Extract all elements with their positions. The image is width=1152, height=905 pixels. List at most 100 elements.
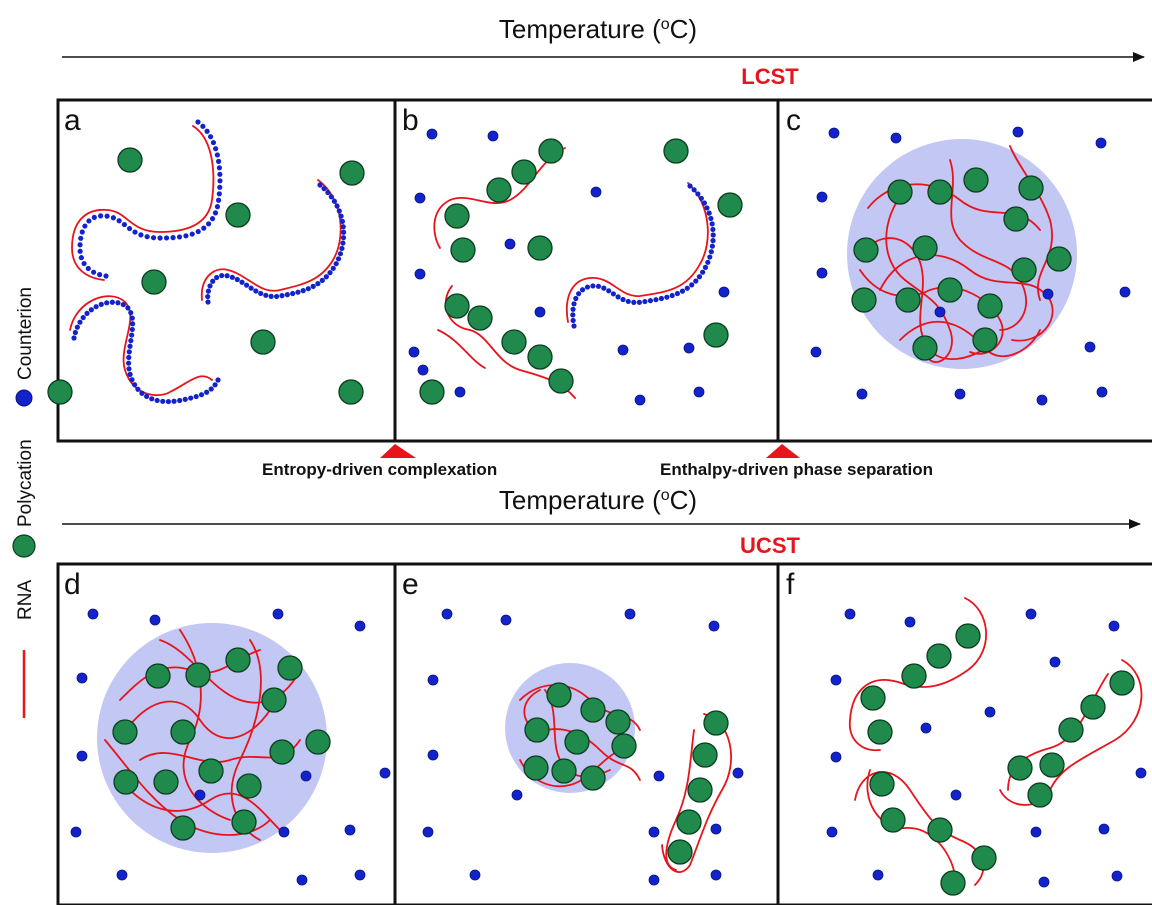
bound-counterion (704, 205, 710, 211)
polycation-bead (927, 817, 953, 843)
bound-counterion (268, 293, 274, 299)
bound-counterion (595, 283, 602, 289)
rna-strand (71, 125, 215, 281)
polycation-bead (450, 237, 476, 263)
bound-counterion (606, 288, 612, 294)
bound-counterion (710, 238, 716, 244)
polycation-bead (692, 742, 718, 768)
bound-counterion (248, 285, 254, 291)
counterion-dot (648, 874, 660, 886)
polycation-bead (444, 203, 470, 229)
counterion-dot (710, 869, 722, 881)
bound-counterion (244, 282, 250, 288)
rna-strand (869, 237, 991, 360)
rna-strand (200, 179, 342, 301)
polycation-bead (551, 758, 577, 784)
counterion-dot (617, 344, 629, 356)
counterion-dot (272, 608, 284, 620)
bound-counterion (215, 377, 221, 383)
polycation-bead (198, 758, 224, 784)
counterion-dot (934, 306, 946, 318)
polycation-bead (977, 293, 1003, 319)
polycation-bead (523, 755, 549, 781)
bound-counterion (710, 232, 716, 238)
counterion-dot (830, 674, 842, 686)
rna-strand (566, 182, 709, 323)
rna-strand (849, 597, 988, 752)
bound-counterion (339, 245, 345, 252)
polycation-bead (860, 685, 886, 711)
rna-strand (69, 295, 213, 397)
bound-counterion (263, 292, 269, 298)
counterion-dot (1084, 341, 1096, 353)
bound-counterion (234, 276, 240, 283)
bound-counterion (207, 283, 213, 289)
bound-counterion (327, 270, 333, 276)
bound-counterion (103, 273, 109, 279)
bound-counterion (674, 290, 681, 297)
polycation-bead (1003, 206, 1029, 232)
polycation-bead (717, 192, 743, 218)
bound-counterion (317, 182, 323, 188)
bound-counterion (126, 366, 132, 372)
bound-counterion (77, 248, 83, 254)
bound-counterion (571, 323, 577, 329)
polycation-bead (887, 179, 913, 205)
panel-c-frame (776, 98, 1152, 443)
rna-strand (433, 147, 566, 249)
panel-b-frame (393, 98, 780, 443)
bound-counterion (205, 288, 211, 294)
polycation-bead (937, 277, 963, 303)
bound-counterion (273, 293, 280, 300)
bound-counterion (217, 178, 223, 184)
polycation-bead (225, 647, 251, 673)
bound-counterion (700, 269, 706, 275)
polycation-bead (564, 729, 590, 755)
counterion-dot (149, 614, 161, 626)
bound-counterion (84, 310, 90, 316)
bound-counterion (216, 165, 223, 171)
bound-counterion (325, 189, 331, 196)
rna-strand (866, 769, 956, 876)
polycation-bead (339, 160, 365, 186)
polycation-bead (338, 379, 364, 405)
bound-counterion (98, 213, 104, 219)
bound-counterion (208, 386, 214, 392)
bound-counterion (335, 256, 342, 262)
polycation-bead (955, 623, 981, 649)
polycation-bead (880, 807, 906, 833)
bound-counterion (132, 229, 138, 235)
bound-counterion (709, 243, 715, 249)
bound-counterion (679, 288, 686, 294)
bound-counterion (129, 321, 136, 327)
ucst-label: UCST (740, 533, 800, 558)
bound-counterion (315, 281, 321, 287)
bound-counterion (77, 242, 83, 248)
polycation-bead (580, 765, 606, 791)
counterion-dot (300, 770, 312, 782)
counterion-dot (1042, 288, 1054, 300)
lcst-label: LCST (741, 64, 799, 89)
bound-counterion (219, 272, 225, 279)
counterion-dot (87, 608, 99, 620)
bound-counterion (160, 398, 166, 404)
polycation-bead (869, 771, 895, 797)
counterion-dot (417, 364, 429, 376)
counterion-dot (816, 191, 828, 203)
bound-counterion (664, 294, 670, 300)
counterion-dot (872, 869, 884, 881)
bound-counterion (615, 294, 621, 300)
bound-counterion (576, 291, 582, 297)
bound-counterion (333, 261, 339, 267)
polycation-bead (853, 237, 879, 263)
polycation-bead (236, 773, 262, 799)
bound-counterion (636, 299, 642, 305)
polycation-bead (867, 719, 893, 745)
legend-counterion-icon (15, 389, 33, 407)
bound-counterion (129, 332, 135, 338)
polycation-bead (963, 167, 989, 193)
polycation-bead (901, 663, 927, 689)
legend-rna-label: RNA (15, 580, 36, 620)
counterion-dot (426, 128, 438, 140)
bound-counterion (78, 255, 84, 261)
